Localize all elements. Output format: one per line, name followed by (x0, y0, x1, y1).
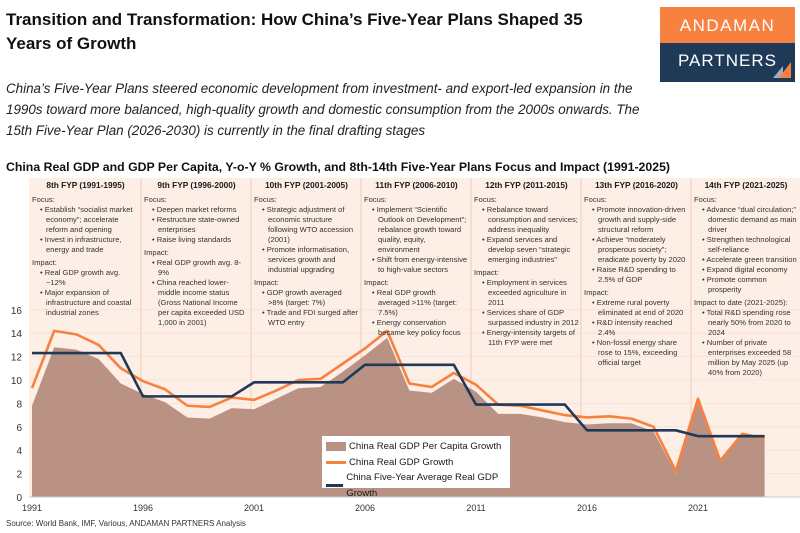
page-title: Transition and Transformation: How China… (6, 10, 583, 53)
page-subtitle: China’s Five-Year Plans steered economic… (6, 81, 640, 138)
fyp-title: 12th FYP (2011-2015) (485, 180, 568, 190)
impact-label: Impact: (474, 268, 499, 277)
source-note: Source: World Bank, IMF, Various, ANDAMA… (6, 519, 246, 528)
impact-item: Real GDP growth avg. ~12% (38, 268, 139, 288)
line-swatch-icon (326, 460, 346, 464)
fyp-title: 14th FYP (2021-2025) (704, 180, 788, 190)
legend-item-real-gdp: China Real GDP Growth (326, 455, 506, 471)
focus-item: Implement “Scientific Outlook on Develop… (370, 205, 469, 255)
fyp-title: 11th FYP (2006-2010) (375, 180, 458, 190)
impact-item: Extreme rural poverty eliminated at end … (590, 298, 689, 318)
impact-label: Impact: (32, 258, 57, 267)
focus-item: Promote innovation-driven growth and sup… (590, 205, 689, 235)
x-tick-label: 2016 (577, 503, 597, 513)
area-swatch-icon (326, 442, 346, 452)
andaman-partners-logo: ANDAMAN PARTNERS (660, 7, 795, 82)
fyp-title: 10th FYP (2001-2005) (265, 180, 348, 190)
per-capita-growth-area (32, 337, 765, 497)
x-tick-label: 1996 (133, 503, 153, 513)
focus-item: Achieve “moderately prosperous society”;… (590, 235, 689, 265)
impact-item: Real GDP growth avg. 8-9% (150, 258, 249, 278)
y-tick-label: 14 (11, 329, 23, 340)
legend-item-five-year-avg: China Five-Year Average Real GDP Growth (326, 470, 506, 501)
y-tick-label: 12 (11, 353, 23, 364)
fyp-panel: 14th FYP (2021-2025) Focus:Advance “dual … (691, 178, 800, 496)
focus-item: Accelerate green transition (700, 255, 798, 265)
focus-label: Focus: (32, 195, 55, 204)
impact-label: Impact: (364, 278, 389, 287)
focus-item: Rebalance toward consumption and service… (480, 205, 579, 235)
focus-label: Focus: (694, 195, 717, 204)
impact-item: Energy conservation became key policy fo… (370, 318, 469, 338)
impact-item: Energy-intensity targets of 11th FYP wer… (480, 328, 579, 348)
focus-item: Strengthen technological self-reliance (700, 235, 798, 255)
impact-item: Employment in services exceeded agricult… (480, 278, 579, 308)
chart-legend: China Real GDP Per Capita Growth China R… (322, 436, 510, 499)
impact-label: Impact: (144, 248, 169, 257)
impact-label: Impact: (254, 278, 279, 287)
impact-item: R&D intensity reached 2.4% (590, 318, 689, 338)
x-tick-label: 2021 (688, 503, 708, 513)
y-tick-label: 8 (16, 399, 22, 410)
y-tick-label: 10 (11, 376, 23, 387)
x-tick-label: 2001 (244, 503, 264, 513)
focus-item: Expand services and develop seven “strat… (480, 235, 579, 265)
fyp-title: 13th FYP (2016-2020) (595, 180, 678, 190)
impact-item: Real GDP growth averaged >11% (target: 7… (370, 288, 469, 318)
impact-item: GDP growth averaged >8% (target: 7%) (260, 288, 359, 308)
focus-item: Shift from energy-intensive to high-valu… (370, 255, 469, 275)
impact-label: Impact: (584, 288, 609, 297)
impact-label: Impact to date (2021-2025): (694, 298, 788, 307)
fyp-panel: 9th FYP (1996-2000) Focus:Deepen market r… (141, 178, 251, 496)
impact-item: Major expansion of infrastructure and co… (38, 288, 139, 318)
real-gdp-growth-line (30, 329, 765, 473)
focus-item: Raise living standards (150, 235, 249, 245)
y-tick-label: 2 (16, 470, 22, 481)
focus-item: Advance “dual circulation;” domestic dem… (700, 205, 798, 235)
focus-label: Focus: (364, 195, 387, 204)
fyp-panel: 11th FYP (2006-2010) Focus:Implement “Sci… (361, 178, 471, 496)
x-tick-label: 2006 (355, 503, 375, 513)
fyp-panel: 12th FYP (2011-2015) Focus:Rebalance towa… (471, 178, 581, 496)
focus-label: Focus: (474, 195, 497, 204)
logo-line2: PARTNERS (677, 51, 777, 70)
fyp-panel: 8th FYP (1991-1995) Focus:Establish “soci… (29, 178, 141, 496)
fyp-panel: 13th FYP (2016-2020) Focus:Promote innova… (581, 178, 691, 496)
focus-item: Invest in infrastructure, energy and tra… (38, 235, 139, 255)
impact-item: China reached lower-middle income status… (150, 278, 249, 328)
impact-item: Services share of GDP surpassed industry… (480, 308, 579, 328)
impact-item: Total R&D spending rose nearly 50% from … (700, 308, 798, 338)
x-tick-label: 1991 (22, 503, 42, 513)
y-tick-label: 4 (16, 446, 22, 457)
logo-line1: ANDAMAN (660, 7, 795, 43)
focus-label: Focus: (144, 195, 167, 204)
focus-label: Focus: (584, 195, 607, 204)
focus-item: Strategic adjustment of economic structu… (260, 205, 359, 245)
focus-item: Establish “socialist market economy”; ac… (38, 205, 139, 235)
y-tick-label: 0 (16, 493, 22, 504)
fyp-panel: 10th FYP (2001-2005) Focus:Strategic adju… (251, 178, 361, 496)
fyp-title: 8th FYP (1991-1995) (46, 180, 125, 190)
five-year-average-line (32, 351, 765, 438)
x-tick-label: 2011 (466, 503, 485, 513)
line-swatch-icon (326, 484, 344, 487)
impact-item: Non-fossil energy share rose to 15%, exc… (590, 338, 689, 368)
focus-item: Raise R&D spending to 2.5% of GDP (590, 265, 689, 285)
fyp-title: 9th FYP (1996-2000) (157, 180, 236, 190)
y-tick-label: 6 (16, 423, 22, 434)
y-tick-label: 16 (11, 306, 23, 317)
legend-item-per-capita: China Real GDP Per Capita Growth (326, 439, 506, 455)
impact-item: Number of private enterprises exceeded 5… (700, 338, 798, 378)
focus-label: Focus: (254, 195, 277, 204)
focus-item: Promote informatisation, services growth… (260, 245, 359, 275)
impact-item: Trade and FDI surged after WTO entry (260, 308, 359, 328)
focus-item: Promote common prosperity (700, 275, 798, 295)
focus-item: Expand digital economy (700, 265, 798, 275)
focus-item: Restructure state-owned enterprises (150, 215, 249, 235)
chart-title: China Real GDP and GDP Per Capita, Y-o-Y… (6, 160, 671, 174)
focus-item: Deepen market reforms (150, 205, 249, 215)
